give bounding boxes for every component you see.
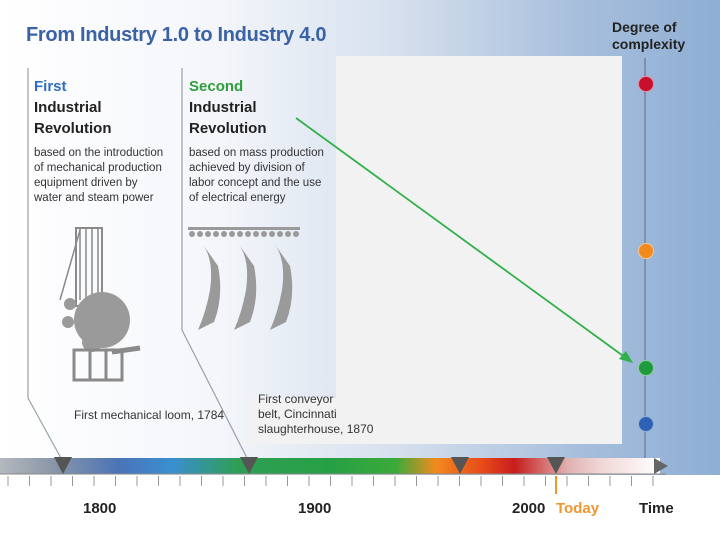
timeline-ticks [7, 476, 654, 486]
complexity-dot-level-1 [638, 416, 654, 432]
conveyor-illustration [188, 227, 300, 330]
second-desc-line: of electrical energy [189, 192, 286, 204]
timeline-bar [0, 458, 660, 474]
second-title-line: Industrial [189, 99, 257, 116]
y-axis-label: Degree of complexity [612, 19, 685, 53]
timeline-arrowhead [654, 458, 668, 474]
second-caption-line: belt, Cincinnati [258, 407, 337, 421]
year-1800: 1800 [83, 500, 117, 517]
first-title-line: Revolution [34, 120, 112, 137]
second-desc-line: labor concept and the use [189, 177, 322, 189]
loom-illustration [59, 227, 141, 382]
first-desc-line: water and steam power [34, 192, 154, 204]
second-bracket-line [181, 68, 249, 461]
time-axis-label: Time [639, 500, 674, 517]
first-revolution-description: based on the introduction of mechanical … [34, 146, 163, 206]
first-desc-line: of mechanical production [34, 162, 162, 174]
marker-third-revolution [451, 457, 469, 474]
second-revolution-description: based on mass production achieved by div… [189, 146, 324, 206]
second-caption-line: First conveyor [258, 392, 334, 406]
marker-first-revolution [54, 457, 72, 474]
year-today: Today [556, 500, 600, 517]
y-axis-label-line1: Degree of [612, 19, 677, 35]
second-title-line: Revolution [189, 120, 267, 137]
complexity-dot-level-2 [638, 360, 654, 376]
first-revolution-title: First Industrial Revolution [34, 76, 112, 139]
second-revolution-title: Second Industrial Revolution [189, 76, 267, 139]
complexity-dot-level-3 [638, 243, 654, 259]
blank-panel-small [250, 398, 380, 444]
year-1900: 1900 [298, 500, 332, 517]
marker-fourth-revolution [547, 457, 565, 474]
first-desc-line: based on the introduction [34, 147, 164, 159]
second-caption: First conveyor belt, Cincinnati slaughte… [258, 392, 373, 437]
second-title-line: Second [189, 78, 244, 95]
y-axis-label-line2: complexity [612, 36, 686, 52]
second-desc-line: achieved by division of [189, 162, 305, 174]
timeline-band [0, 475, 720, 540]
first-desc-line: equipment driven by [34, 177, 138, 189]
green-arrowhead [619, 351, 633, 363]
green-arrow-line [295, 117, 627, 359]
first-title-line: Industrial [34, 99, 102, 116]
second-desc-line: based on mass production [189, 147, 324, 159]
marker-second-revolution [240, 457, 258, 474]
second-caption-line: slaughterhouse, 1870 [258, 422, 374, 436]
year-2000: 2000 [512, 500, 546, 517]
first-bracket-line [27, 68, 63, 461]
first-title-line: First [34, 78, 67, 95]
first-caption: First mechanical loom, 1784 [74, 408, 225, 422]
page-title: From Industry 1.0 to Industry 4.0 [26, 24, 327, 46]
complexity-dot-level-4 [638, 76, 654, 92]
complexity-axis [644, 58, 646, 466]
